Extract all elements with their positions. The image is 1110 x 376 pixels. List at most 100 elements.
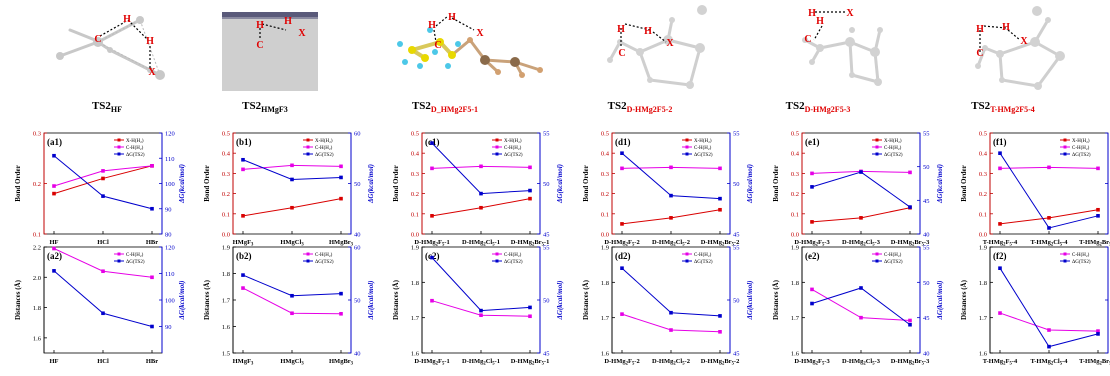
formula-part: F — [818, 239, 822, 246]
formula-part: 5 — [632, 362, 635, 367]
panel-label: (f1) — [993, 137, 1007, 147]
panel-label: (d2) — [615, 251, 631, 261]
atom-sphere — [1055, 51, 1065, 61]
atom-sphere — [147, 67, 153, 73]
series-line — [242, 159, 342, 180]
x-tick-label: T-HMg2F5-4 — [983, 358, 1018, 367]
atom-sphere — [975, 63, 981, 69]
data-point — [669, 193, 673, 198]
legend-label: ΔG(TS2) — [504, 153, 523, 158]
x-tick-label: D-HMg2F5-1 — [414, 239, 449, 248]
formula-part: D-HMg — [842, 358, 864, 365]
data-point — [908, 205, 912, 209]
atom-sphere — [93, 37, 103, 47]
left-tick-label: 0.3 — [601, 171, 609, 178]
atom-label-h: H — [428, 20, 436, 31]
structure-d-hmg2f5-3: H XHC — [802, 8, 883, 86]
structure-label-1: TS2HF — [92, 100, 122, 114]
data-point — [669, 165, 673, 170]
data-point — [1047, 216, 1051, 220]
legend-swatch-marker — [685, 259, 689, 263]
atom-sphere — [397, 41, 403, 47]
formula-part: - — [444, 358, 446, 365]
data-point — [430, 166, 434, 171]
structure-d-hmg2f5-2: H C H X — [607, 5, 707, 89]
bond-stick — [666, 38, 702, 50]
legend-swatch-marker — [685, 145, 689, 149]
formula-part: 5 — [822, 362, 825, 367]
structure-label-main: TS2 — [92, 100, 111, 112]
y2-axis-title: ΔG(kcal/mol) — [178, 281, 186, 321]
data-point — [620, 222, 624, 226]
formula-part: 1 — [497, 239, 500, 246]
data-point — [430, 255, 434, 260]
legend-label: ΔG(TS2) — [504, 260, 523, 265]
y2-axis-title: ΔG(kcal/mol) — [556, 164, 564, 204]
data-point — [1096, 214, 1100, 218]
left-tick-label: 0.3 — [33, 131, 41, 138]
atom-label-h: H — [448, 12, 456, 23]
panel-label: (b1) — [236, 137, 252, 147]
left-tick-label: 1.8 — [222, 271, 230, 278]
formula-part: 2 — [736, 358, 739, 365]
legend-label: ΔG(TS2) — [1072, 260, 1091, 265]
data-point — [620, 166, 624, 171]
y2-axis-title: ΔG(kcal/mol) — [746, 164, 754, 204]
bond-stick — [998, 40, 1037, 56]
atom-sphere — [448, 51, 456, 59]
panel-label: (f2) — [993, 251, 1007, 261]
data-point — [339, 175, 343, 180]
left-tick-label: 0.4 — [791, 151, 800, 158]
atom-sphere — [874, 78, 882, 86]
atom-sphere — [417, 63, 423, 69]
panel-label: (b2) — [236, 251, 252, 261]
left-tick-label: 1.9 — [791, 245, 799, 252]
formula-part: 4 — [1064, 239, 1068, 246]
left-tick-label: 1.6 — [411, 351, 420, 358]
formula-part: Cl — [676, 239, 683, 246]
x-tick-label: D-HMg2Br5-2 — [701, 239, 740, 248]
panel-label: (a1) — [47, 137, 62, 147]
formula-part: - — [544, 239, 546, 246]
data-point — [1096, 332, 1100, 336]
formula-part: D-HMg — [891, 358, 913, 365]
atom-sphere — [1045, 17, 1051, 23]
formula-part: - — [1062, 358, 1064, 365]
left-tick-label: 0.5 — [791, 131, 799, 138]
legend-swatch-marker — [306, 145, 310, 149]
data-point — [718, 314, 722, 318]
legend-swatch-marker — [495, 145, 499, 149]
left-tick-label: 0.4 — [979, 151, 988, 158]
x-tick-label: HCl — [97, 358, 109, 365]
formula-part: Cl — [1053, 239, 1060, 246]
x-tick-label: D-HMg2F5-1 — [414, 358, 449, 367]
x-tick-label: D-HMg2Cl5-1 — [462, 358, 500, 367]
formula-part: - — [734, 239, 736, 246]
formula-part: 2 — [1100, 243, 1103, 248]
right-tick-label: 55 — [733, 131, 740, 138]
x-tick-label: HMgCl3 — [280, 239, 304, 248]
formula-part: Br — [1102, 358, 1109, 365]
legend-swatch-marker — [117, 145, 121, 149]
data-point — [150, 324, 154, 329]
left-tick-label: 0.1 — [222, 211, 230, 218]
chart-grid: 0.1 0.2 0.3 80 90 100 110 120 HF HCl HBr Bond Order… — [14, 131, 1110, 367]
atom-sphere — [996, 50, 1004, 58]
formula-part: 3 — [251, 362, 254, 367]
left-tick-label: 1.6 — [601, 351, 610, 358]
left-tick-label: 0.2 — [979, 191, 987, 198]
data-point — [669, 216, 673, 220]
data-point — [1096, 166, 1100, 171]
data-point — [998, 166, 1002, 171]
legend-swatch-marker — [306, 138, 310, 142]
legend-swatch-marker — [685, 138, 689, 142]
structure-label-4: TS2D-HMg2F5-2 — [608, 100, 673, 114]
y-axis-title: Distances (Å) — [14, 279, 22, 320]
formula-part: 1 — [546, 239, 549, 246]
left-tick-label: 0.5 — [222, 131, 230, 138]
atom-sphere — [845, 37, 855, 47]
legend-swatch-marker — [1063, 259, 1067, 263]
atom-label-x: X — [148, 67, 156, 78]
formula-part: 5 — [922, 243, 925, 248]
left-tick-label: 0.5 — [411, 131, 419, 138]
